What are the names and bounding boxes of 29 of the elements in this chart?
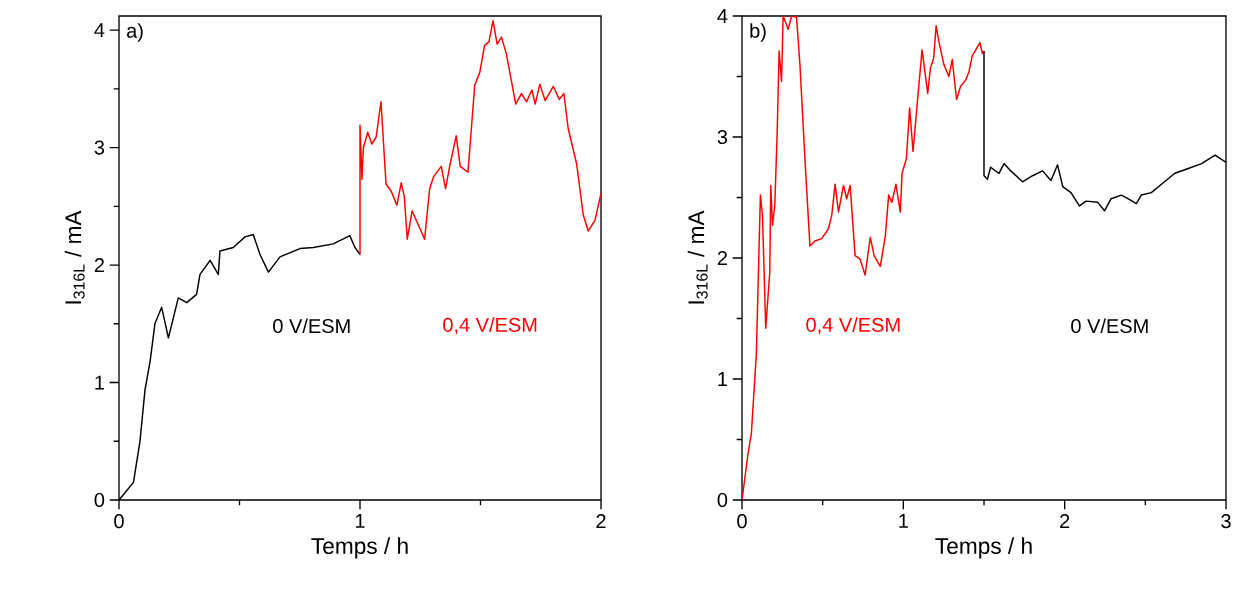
- x-tick-label: 1: [899, 514, 908, 528]
- y-axis-title: I$_{316L}$ / mA: [687, 210, 708, 304]
- y-tick-label: 0: [717, 492, 728, 508]
- y-tick-label: 2: [94, 258, 104, 273]
- x-tick-label: 0: [114, 514, 124, 529]
- y-tick-label: 1: [718, 372, 727, 386]
- x-tick-label: 1: [355, 514, 365, 528]
- y-tick-label: 4: [94, 23, 105, 37]
- y-tick-label: 0: [94, 492, 105, 508]
- x-tick-label: 2: [1060, 514, 1070, 529]
- x-tick-label: 2: [596, 514, 606, 529]
- x-tick-label: 0: [737, 514, 747, 529]
- line-series: [742, 16, 985, 500]
- annotation: a): [126, 23, 143, 42]
- y-tick-label: 3: [94, 140, 105, 155]
- annotation: b): [750, 23, 766, 42]
- y-axis-title: I$_{316L}$ / mA: [64, 210, 85, 304]
- series-label: 0,4 V/ESM: [806, 317, 900, 335]
- y-tick-label: 4: [717, 9, 728, 23]
- y-tick-label: 2: [717, 251, 727, 265]
- x-axis-title: Temps / h: [311, 537, 408, 559]
- x-tick-label: 3: [1221, 514, 1231, 529]
- y-tick-label: 3: [717, 129, 728, 145]
- line-series: [359, 19, 602, 256]
- text: 0 V/ESM: [273, 318, 350, 334]
- y-tick-label: 1: [95, 375, 104, 390]
- x-axis-title: Temps / h: [935, 537, 1032, 559]
- text: 0 V/ESM: [1071, 318, 1148, 334]
- text: 0,4 V/ESM: [443, 317, 537, 335]
